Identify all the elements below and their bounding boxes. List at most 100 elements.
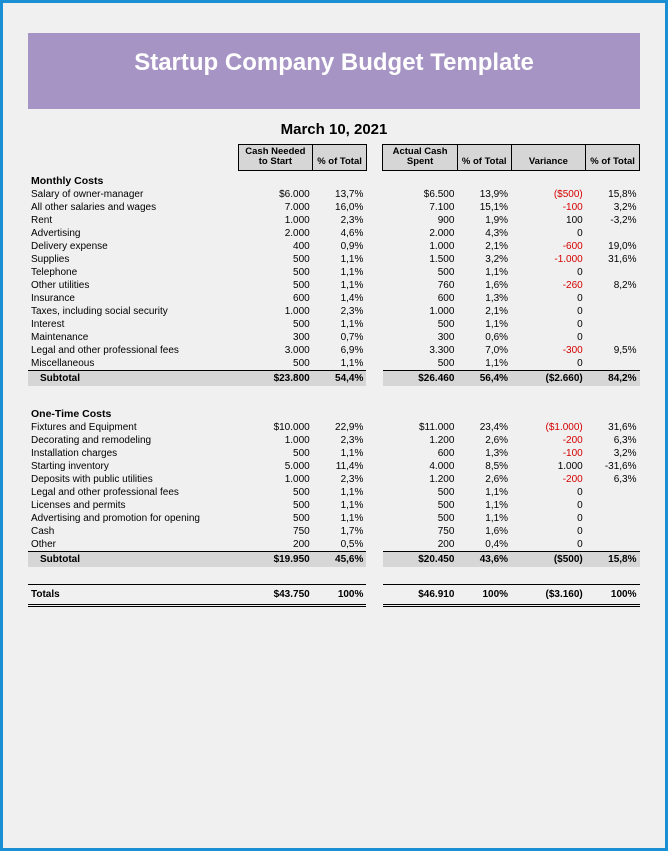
row-label: Starting inventory: [28, 460, 238, 473]
variance-pct: [586, 331, 640, 344]
cash-pct: 1,1%: [313, 486, 367, 499]
cash-pct: 1,7%: [313, 525, 367, 538]
actual-spent: 200: [383, 538, 458, 552]
table-row: Maintenance3000,7%3000,6%0: [28, 331, 640, 344]
cash-pct: 2,3%: [313, 434, 367, 447]
hdr-cash-needed: Cash Needed to Start: [238, 145, 313, 171]
variance: 0: [511, 305, 586, 318]
title-text: Startup Company Budget Template: [134, 49, 534, 76]
variance: 0: [511, 499, 586, 512]
table-row: Legal and other professional fees5001,1%…: [28, 486, 640, 499]
variance-pct: [586, 266, 640, 279]
actual-pct: 15,1%: [457, 201, 511, 214]
table-row: Taxes, including social security1.0002,3…: [28, 305, 640, 318]
totals-label: Totals: [28, 585, 238, 606]
row-label: Miscellaneous: [28, 357, 238, 371]
variance: 0: [511, 357, 586, 371]
table-row: Rent1.0002,3%9001,9%100-3,2%: [28, 214, 640, 227]
variance-pct: 8,2%: [586, 279, 640, 292]
monthly-subtotal: Subtotal $23.800 54,4% $26.460 56,4% ($2…: [28, 370, 640, 386]
actual-pct: 8,5%: [457, 460, 511, 473]
table-row: Telephone5001,1%5001,1%0: [28, 266, 640, 279]
hdr-variance: Variance: [511, 145, 586, 171]
row-label: Deposits with public utilities: [28, 473, 238, 486]
row-label: Advertising and promotion for opening: [28, 512, 238, 525]
section-onetime-title: One-Time Costs: [28, 404, 640, 421]
table-row: Advertising2.0004,6%2.0004,3%0: [28, 227, 640, 240]
cash-needed: 2.000: [238, 227, 313, 240]
actual-pct: 1,1%: [457, 318, 511, 331]
table-row: Installation charges5001,1%6001,3%-1003,…: [28, 447, 640, 460]
variance-pct: [586, 525, 640, 538]
variance-pct: -31,6%: [586, 460, 640, 473]
table-row: Fixtures and Equipment$10.00022,9%$11.00…: [28, 421, 640, 434]
actual-spent: 500: [383, 318, 458, 331]
cash-pct: 1,1%: [313, 512, 367, 525]
table-row: Delivery expense4000,9%1.0002,1%-60019,0…: [28, 240, 640, 253]
actual-spent: 3.300: [383, 344, 458, 357]
cash-pct: 1,4%: [313, 292, 367, 305]
variance: 0: [511, 292, 586, 305]
table-row: Licenses and permits5001,1%5001,1%0: [28, 499, 640, 512]
variance: 100: [511, 214, 586, 227]
cash-pct: 16,0%: [313, 201, 367, 214]
row-label: Licenses and permits: [28, 499, 238, 512]
subtotal-label: Subtotal: [28, 370, 238, 386]
row-label: Fixtures and Equipment: [28, 421, 238, 434]
variance-pct: 31,6%: [586, 421, 640, 434]
actual-spent: $11.000: [383, 421, 458, 434]
table-row: Miscellaneous5001,1%5001,1%0: [28, 357, 640, 371]
header-row: Cash Needed to Start % of Total Actual C…: [28, 145, 640, 171]
variance: -100: [511, 201, 586, 214]
cash-pct: 1,1%: [313, 266, 367, 279]
variance: -200: [511, 434, 586, 447]
actual-pct: 1,1%: [457, 357, 511, 371]
actual-spent: 1.500: [383, 253, 458, 266]
cash-pct: 11,4%: [313, 460, 367, 473]
actual-pct: 1,3%: [457, 447, 511, 460]
section-monthly-title: Monthly Costs: [28, 170, 640, 188]
actual-spent: $6.500: [383, 188, 458, 201]
row-label: Telephone: [28, 266, 238, 279]
variance-pct: [586, 227, 640, 240]
cash-pct: 1,1%: [313, 253, 367, 266]
cash-pct: 2,3%: [313, 214, 367, 227]
variance: 0: [511, 318, 586, 331]
row-label: Salary of owner-manager: [28, 188, 238, 201]
variance-pct: [586, 512, 640, 525]
actual-pct: 23,4%: [457, 421, 511, 434]
table-row: Cash7501,7%7501,6%0: [28, 525, 640, 538]
cash-pct: 1,1%: [313, 279, 367, 292]
variance: 0: [511, 512, 586, 525]
row-label: Advertising: [28, 227, 238, 240]
actual-spent: 500: [383, 266, 458, 279]
cash-needed: 500: [238, 499, 313, 512]
cash-needed: $6.000: [238, 188, 313, 201]
variance: -300: [511, 344, 586, 357]
cash-pct: 1,1%: [313, 499, 367, 512]
row-label: All other salaries and wages: [28, 201, 238, 214]
variance-pct: [586, 486, 640, 499]
cash-needed: 500: [238, 357, 313, 371]
row-label: Other: [28, 538, 238, 552]
actual-spent: 7.100: [383, 201, 458, 214]
row-label: Other utilities: [28, 279, 238, 292]
variance-pct: 19,0%: [586, 240, 640, 253]
variance: 0: [511, 266, 586, 279]
variance: 0: [511, 331, 586, 344]
cash-needed: 500: [238, 447, 313, 460]
cash-pct: 1,1%: [313, 318, 367, 331]
actual-pct: 2,6%: [457, 473, 511, 486]
onetime-subtotal: Subtotal $19.950 45,6% $20.450 43,6% ($5…: [28, 551, 640, 567]
table-row: Deposits with public utilities1.0002,3%1…: [28, 473, 640, 486]
table-row: Salary of owner-manager$6.00013,7%$6.500…: [28, 188, 640, 201]
row-label: Supplies: [28, 253, 238, 266]
cash-needed: 400: [238, 240, 313, 253]
actual-pct: 3,2%: [457, 253, 511, 266]
variance-pct: 9,5%: [586, 344, 640, 357]
variance: ($500): [511, 188, 586, 201]
cash-needed: 1.000: [238, 473, 313, 486]
actual-spent: 500: [383, 499, 458, 512]
actual-spent: 600: [383, 447, 458, 460]
table-row: Decorating and remodeling1.0002,3%1.2002…: [28, 434, 640, 447]
